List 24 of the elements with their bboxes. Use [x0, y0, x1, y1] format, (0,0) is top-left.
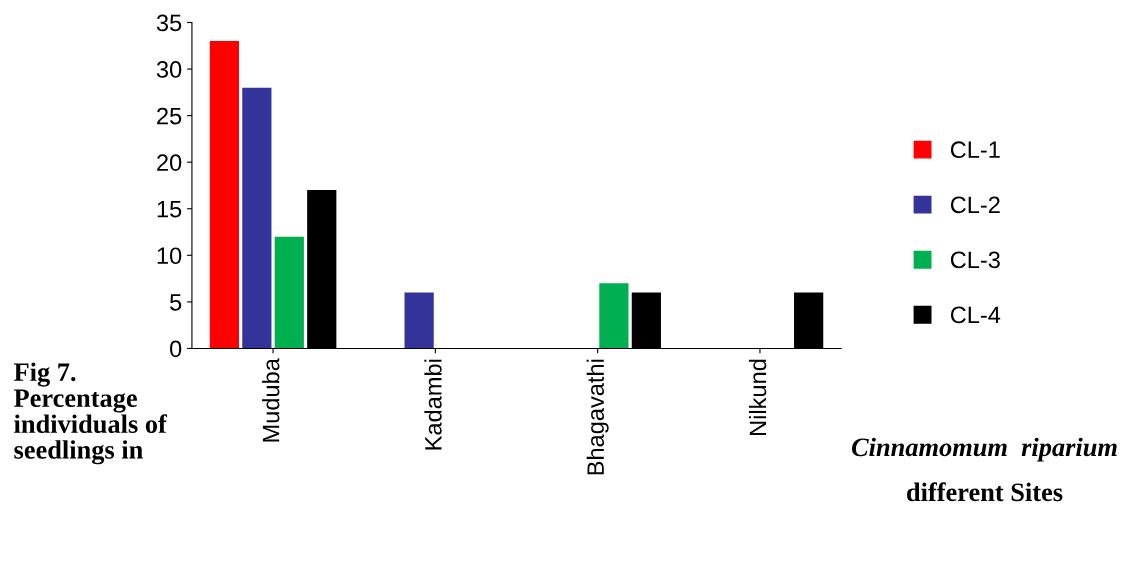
caption: Fig 7. Percentage individuals of seedlings in — [14, 362, 168, 465]
y-tick-label: 35 — [156, 14, 182, 32]
legend-label: CL-2 — [950, 196, 1000, 214]
y-tick-label: 5 — [170, 294, 182, 311]
bar — [242, 87, 272, 349]
bar — [274, 236, 304, 349]
legend-label: CL-4 — [950, 306, 1001, 324]
x-tick-label: Nilkund — [748, 359, 767, 435]
text: Cinnamomum riparium — [851, 437, 1117, 462]
legend-label: CL-1 — [950, 141, 1000, 159]
x-tick-label: Bhagavathi — [586, 359, 609, 475]
x-tick-label: Muduba — [262, 358, 280, 442]
text: different Sites — [907, 482, 1063, 502]
y-tick-label: 25 — [157, 107, 182, 125]
y-tick-label: 10 — [157, 247, 182, 265]
bar — [599, 283, 629, 349]
y-tick-label: 20 — [157, 154, 182, 171]
y-tick-label: 30 — [156, 61, 182, 78]
bar — [209, 41, 239, 349]
legend-label: CL-3 — [950, 251, 1000, 269]
bar — [404, 292, 434, 349]
y-tick-label: 0 — [170, 340, 182, 358]
x-tick-label: Kadambi — [424, 359, 442, 450]
y-tick-label: 15 — [157, 201, 182, 218]
